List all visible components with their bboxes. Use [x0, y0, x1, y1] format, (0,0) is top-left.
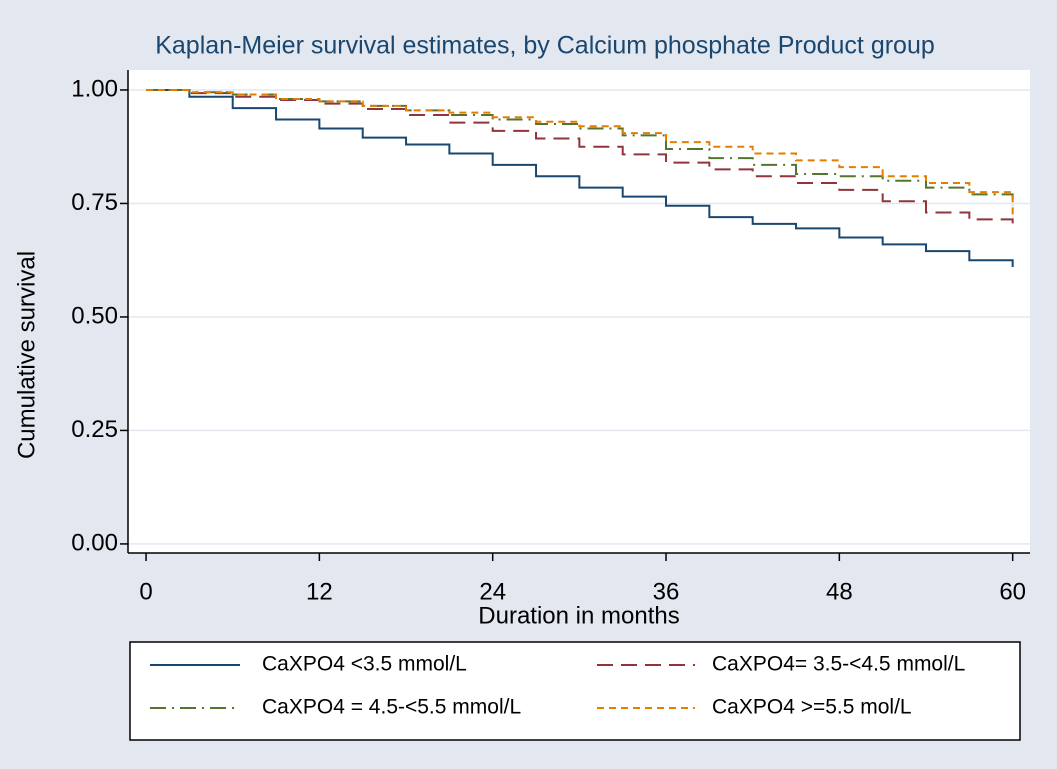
survival-curve	[146, 88, 1014, 206]
legend-label: CaXPO4= 3.5-<4.5 mmol/L	[712, 653, 965, 676]
y-tick-label: 0.25	[71, 416, 118, 443]
legend-label: CaXPO4 >=5.5 mol/L	[712, 696, 912, 719]
plot-area	[128, 70, 1030, 553]
x-tick-label: 48	[826, 578, 853, 605]
legend	[129, 641, 1021, 741]
x-tick-label: 12	[306, 578, 333, 605]
x-tick-label: 60	[999, 578, 1026, 605]
legend-label: CaXPO4 <3.5 mmol/L	[262, 653, 467, 676]
x-axis-title: Duration in months	[478, 602, 679, 629]
y-tick-label: 0.00	[71, 529, 118, 556]
y-tick-label: 1.00	[71, 75, 118, 102]
chart-title: Kaplan-Meier survival estimates, by Calc…	[155, 32, 935, 60]
legend-label: CaXPO4 = 4.5-<5.5 mmol/L	[262, 696, 521, 719]
x-tick-label: 36	[653, 578, 680, 605]
survival-curve	[146, 88, 1014, 227]
x-tick-label: 24	[479, 578, 506, 605]
survival-curve	[146, 88, 1014, 268]
y-tick-label: 0.50	[71, 302, 118, 329]
y-tick-label: 0.75	[71, 189, 118, 216]
x-tick-label: 0	[139, 578, 152, 605]
y-axis-title: Cumulative survival	[13, 251, 40, 459]
survival-curve	[146, 88, 1014, 215]
